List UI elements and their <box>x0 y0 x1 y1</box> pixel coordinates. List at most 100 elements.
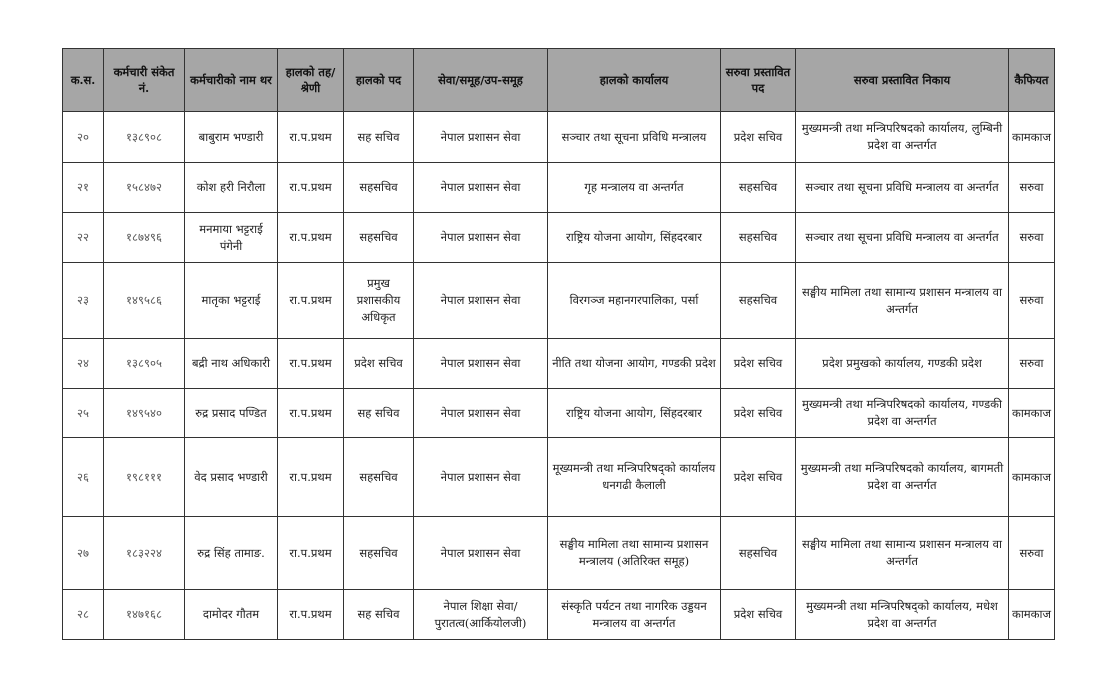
cell-service-group: नेपाल शिक्षा सेवा/ पुरातत्व(आर्कियोलजी) <box>413 589 548 640</box>
cell-current-office: सङ्घीय मामिला तथा सामान्य प्रशासन मन्त्र… <box>547 516 721 590</box>
cell-remarks: सरुवा <box>1008 162 1055 213</box>
cell-service-group: नेपाल प्रशासन सेवा <box>413 437 548 517</box>
cell-remarks: कामकाज <box>1008 111 1055 163</box>
table-row: २५ १४९५४० रुद्र प्रसाद पण्डित रा.प.प्रथम सह … <box>62 388 1055 438</box>
cell-employee-code: १३८९०८ <box>103 111 185 163</box>
cell-remarks: सरुवा <box>1008 212 1055 263</box>
cell-service-group: नेपाल प्रशासन सेवा <box>413 516 548 590</box>
cell-employee-code: १५८४७२ <box>103 162 185 213</box>
cell-employee-name: बाबुराम भण्डारी <box>184 111 278 163</box>
cell-service-group: नेपाल प्रशासन सेवा <box>413 262 548 339</box>
cell-proposed-body: सञ्चार तथा सूचना प्रविधि मन्त्रालय वा अन… <box>795 212 1009 263</box>
header-employee-name: कर्मचारीको नाम थर <box>184 48 278 112</box>
cell-service-group: नेपाल प्रशासन सेवा <box>413 162 548 213</box>
cell-current-post: सहसचिव <box>343 212 414 263</box>
cell-serial-no: २४ <box>62 338 104 389</box>
table-row: २२ १८७४९६ मनमाया भट्टराई पंगेनी रा.प.प्रथम स… <box>62 212 1055 263</box>
cell-proposed-post: सहसचिव <box>720 262 796 339</box>
cell-current-office: संस्कृति पर्यटन तथा नागरिक उड्डयन मन्त्र… <box>547 589 721 640</box>
cell-proposed-post: सहसचिव <box>720 516 796 590</box>
cell-current-office: नीति तथा योजना आयोग, गण्डकी प्रदेश <box>547 338 721 389</box>
cell-remarks: कामकाज <box>1008 388 1055 438</box>
cell-service-group: नेपाल प्रशासन सेवा <box>413 111 548 163</box>
cell-current-office: राष्ट्रिय योजना आयोग, सिंहदरबार <box>547 388 721 438</box>
cell-proposed-post: प्रदेश सचिव <box>720 111 796 163</box>
cell-serial-no: २८ <box>62 589 104 640</box>
cell-current-level: रा.प.प्रथम <box>277 111 344 163</box>
cell-employee-code: १४९५४० <box>103 388 185 438</box>
cell-employee-name: मनमाया भट्टराई पंगेनी <box>184 212 278 263</box>
cell-proposed-body: मुख्यमन्त्री तथा मन्त्रिपरिषदको कार्यालय… <box>795 388 1009 438</box>
cell-employee-code: १८७४९६ <box>103 212 185 263</box>
cell-serial-no: २० <box>62 111 104 163</box>
cell-proposed-body: सञ्चार तथा सूचना प्रविधि मन्त्रालय वा अन… <box>795 162 1009 213</box>
cell-proposed-body: मुख्यमन्त्री तथा मन्त्रिपरिषद्को कार्याल… <box>795 589 1009 640</box>
header-remarks: कैफियत <box>1008 48 1055 112</box>
cell-current-level: रा.प.प्रथम <box>277 589 344 640</box>
transfer-table: क.स. कर्मचारी संकेत नं. कर्मचारीको नाम थर ह… <box>62 48 1055 640</box>
table-row: २१ १५८४७२ कोश हरी निरौला रा.प.प्रथम सहसचिव ने… <box>62 162 1055 213</box>
cell-employee-code: १४९५८६ <box>103 262 185 339</box>
cell-current-office: विरगञ्ज महानगरपालिका, पर्सा <box>547 262 721 339</box>
cell-serial-no: २२ <box>62 212 104 263</box>
cell-current-office: राष्ट्रिय योजना आयोग, सिंहदरबार <box>547 212 721 263</box>
cell-employee-code: १३८९०५ <box>103 338 185 389</box>
cell-proposed-post: प्रदेश सचिव <box>720 589 796 640</box>
cell-employee-code: १९८१११ <box>103 437 185 517</box>
cell-proposed-body: मुख्यमन्त्री तथा मन्त्रिपरिषदको कार्यालय… <box>795 111 1009 163</box>
cell-employee-name: रुद्र सिंह तामाङ. <box>184 516 278 590</box>
cell-remarks: कामकाज <box>1008 437 1055 517</box>
cell-employee-name: वेद प्रसाद भण्डारी <box>184 437 278 517</box>
cell-employee-name: कोश हरी निरौला <box>184 162 278 213</box>
cell-employee-code: १८३२२४ <box>103 516 185 590</box>
cell-proposed-post: प्रदेश सचिव <box>720 388 796 438</box>
header-proposed-body: सरुवा प्रस्तावित निकाय <box>795 48 1009 112</box>
cell-service-group: नेपाल प्रशासन सेवा <box>413 212 548 263</box>
cell-employee-name: बद्री नाथ अधिकारी <box>184 338 278 389</box>
cell-proposed-post: सहसचिव <box>720 162 796 213</box>
cell-current-post: सहसचिव <box>343 162 414 213</box>
cell-proposed-post: सहसचिव <box>720 212 796 263</box>
cell-employee-code: १४७१६८ <box>103 589 185 640</box>
cell-current-level: रा.प.प्रथम <box>277 437 344 517</box>
table-row: २६ १९८१११ वेद प्रसाद भण्डारी रा.प.प्रथम सहसच… <box>62 437 1055 517</box>
header-current-level: हालको तह/श्रेणी <box>277 48 344 112</box>
cell-service-group: नेपाल प्रशासन सेवा <box>413 388 548 438</box>
cell-current-post: सह सचिव <box>343 589 414 640</box>
cell-current-office: मूख्यमन्त्री तथा मन्त्रिपरिषद्को कार्याल… <box>547 437 721 517</box>
header-proposed-post: सरुवा प्रस्तावित पद <box>720 48 796 112</box>
cell-current-post: प्रदेश सचिव <box>343 338 414 389</box>
cell-current-office: गृह मन्त्रालय वा अन्तर्गत <box>547 162 721 213</box>
table-row: २० १३८९०८ बाबुराम भण्डारी रा.प.प्रथम सह सचिव… <box>62 111 1055 163</box>
cell-proposed-body: प्रदेश प्रमुखको कार्यालय, गण्डकी प्रदेश <box>795 338 1009 389</box>
cell-current-level: रा.प.प्रथम <box>277 162 344 213</box>
header-service-group: सेवा/समूह/उप-समूह <box>413 48 548 112</box>
cell-remarks: सरुवा <box>1008 262 1055 339</box>
cell-current-level: रा.प.प्रथम <box>277 338 344 389</box>
cell-employee-name: मातृका भट्टराई <box>184 262 278 339</box>
cell-serial-no: २३ <box>62 262 104 339</box>
cell-serial-no: २१ <box>62 162 104 213</box>
cell-current-level: रा.प.प्रथम <box>277 212 344 263</box>
cell-current-post: सह सचिव <box>343 388 414 438</box>
cell-serial-no: २७ <box>62 516 104 590</box>
table-row: २३ १४९५८६ मातृका भट्टराई रा.प.प्रथम प्रमुख प… <box>62 262 1055 339</box>
cell-remarks: सरुवा <box>1008 338 1055 389</box>
header-serial-no: क.स. <box>62 48 104 112</box>
cell-proposed-post: प्रदेश सचिव <box>720 338 796 389</box>
table-row: २८ १४७१६८ दामोदर गौतम रा.प.प्रथम सह सचिव नेपा… <box>62 589 1055 640</box>
cell-remarks: सरुवा <box>1008 516 1055 590</box>
cell-service-group: नेपाल प्रशासन सेवा <box>413 338 548 389</box>
table-row: २७ १८३२२४ रुद्र सिंह तामाङ. रा.प.प्रथम सहसचि… <box>62 516 1055 590</box>
cell-current-post: सहसचिव <box>343 516 414 590</box>
cell-remarks: कामकाज <box>1008 589 1055 640</box>
cell-current-level: रा.प.प्रथम <box>277 262 344 339</box>
cell-serial-no: २५ <box>62 388 104 438</box>
table-row: २४ १३८९०५ बद्री नाथ अधिकारी रा.प.प्रथम प्रदे… <box>62 338 1055 389</box>
cell-serial-no: २६ <box>62 437 104 517</box>
cell-proposed-body: सङ्घीय मामिला तथा सामान्य प्रशासन मन्त्र… <box>795 516 1009 590</box>
header-current-office: हालको कार्यालय <box>547 48 721 112</box>
cell-employee-name: रुद्र प्रसाद पण्डित <box>184 388 278 438</box>
cell-current-level: रा.प.प्रथम <box>277 388 344 438</box>
header-row: क.स. कर्मचारी संकेत नं. कर्मचारीको नाम थर ह… <box>62 48 1055 112</box>
